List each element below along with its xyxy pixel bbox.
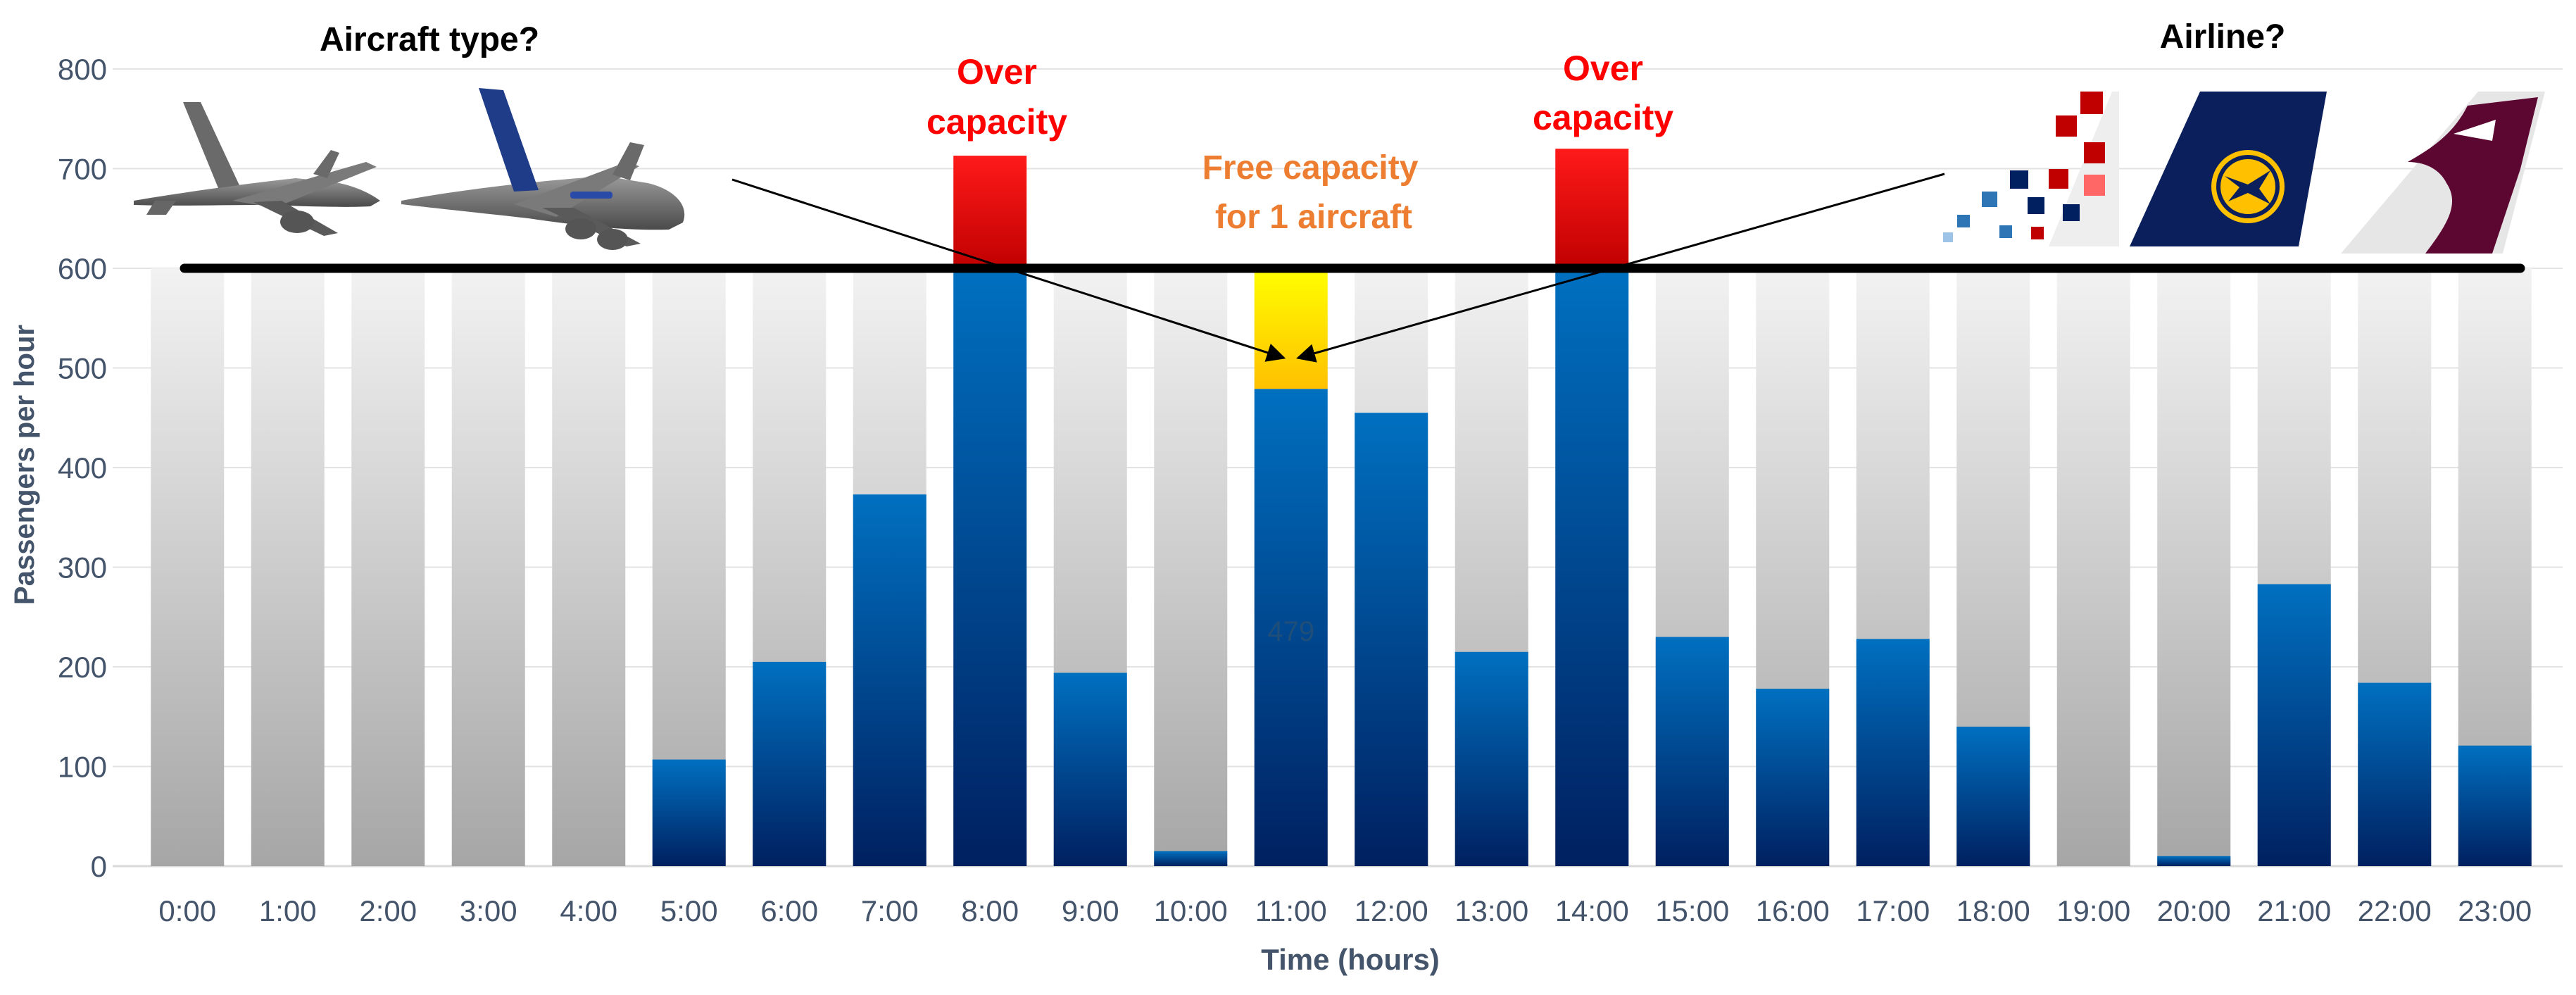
x-tick-label: 5:00	[660, 894, 718, 927]
free-capacity-label-line2: for 1 aircraft	[1215, 199, 1412, 236]
x-tick-label: 4:00	[560, 894, 617, 927]
airline-label: Airline?	[2160, 18, 2286, 56]
bar-5-00	[652, 759, 726, 866]
bar-14-00	[1555, 268, 1629, 866]
data-label-11-00: 479	[1267, 616, 1314, 647]
bar-21-00	[2257, 584, 2331, 866]
over-capacity-label-14-line1: Over	[1563, 49, 1643, 88]
croatia-airlines-tail-icon	[1943, 92, 2119, 246]
bar-9-00	[1053, 672, 1127, 866]
capacity-background-bar	[2157, 268, 2231, 866]
capacity-background-bar	[2056, 268, 2130, 866]
bar-16-00	[1756, 689, 1830, 866]
bar-20-00	[2157, 856, 2231, 866]
over-capacity-label-14-line2: capacity	[1533, 98, 1673, 137]
y-tick-label: 400	[58, 451, 107, 484]
y-tick-label: 800	[58, 53, 107, 86]
y-tick-label: 600	[58, 252, 107, 285]
x-tick-label: 8:00	[961, 894, 1019, 927]
x-tick-label: 13:00	[1455, 894, 1528, 927]
x-tick-label: 0:00	[158, 894, 216, 927]
x-axis-title: Time (hours)	[1261, 943, 1440, 976]
x-tick-label: 11:00	[1255, 894, 1327, 927]
x-tick-label: 2:00	[359, 894, 417, 927]
bar-6-00	[753, 661, 827, 866]
x-tick-label: 22:00	[2358, 894, 2432, 927]
x-tick-label: 6:00	[760, 894, 818, 927]
y-tick-label: 300	[58, 551, 107, 584]
capacity-background-bar	[1154, 268, 1228, 866]
over-capacity-bar-14	[1555, 149, 1629, 268]
x-tick-label: 3:00	[460, 894, 517, 927]
twin-jet-aircraft-icon	[134, 102, 380, 236]
bar-18-00	[1956, 726, 2030, 866]
bar-12-00	[1355, 413, 1428, 866]
y-tick-label: 0	[91, 850, 107, 883]
bar-10-00	[1154, 851, 1228, 866]
x-tick-label: 19:00	[2056, 894, 2130, 927]
y-tick-label: 700	[58, 153, 107, 186]
bar-22-00	[2358, 682, 2432, 866]
capacity-background-bar	[151, 268, 225, 866]
x-tick-label: 12:00	[1355, 894, 1428, 927]
capacity-background-bar	[251, 268, 325, 866]
bar-15-00	[1655, 637, 1729, 866]
lufthansa-tail-icon	[2130, 92, 2327, 246]
y-tick-label: 100	[58, 751, 107, 784]
over-capacity-label-8-line2: capacity	[926, 102, 1067, 142]
x-tick-label: 14:00	[1555, 894, 1629, 927]
bar-8-00	[953, 268, 1027, 866]
airbus-a380-aircraft-icon	[401, 88, 685, 250]
x-tick-label: 7:00	[861, 894, 919, 927]
bar-13-00	[1455, 651, 1528, 866]
x-tick-label: 20:00	[2157, 894, 2231, 927]
x-tick-label: 15:00	[1655, 894, 1729, 927]
x-tick-label: 16:00	[1756, 894, 1830, 927]
airline-arrow	[1296, 173, 1945, 363]
over-capacity-label-8-line1: Over	[957, 52, 1037, 92]
aircraft-arrow	[731, 178, 1286, 362]
x-tick-label: 17:00	[1856, 894, 1930, 927]
free-capacity-label-line1: Free capacity	[1202, 149, 1419, 187]
aircraft-type-label: Aircraft type?	[320, 21, 539, 58]
y-tick-label: 500	[58, 352, 107, 385]
x-tick-label: 10:00	[1154, 894, 1228, 927]
x-tick-label: 21:00	[2257, 894, 2331, 927]
free-capacity-bar-11	[1254, 268, 1328, 389]
capacity-background-bar	[351, 268, 425, 866]
x-tick-label: 1:00	[259, 894, 317, 927]
bar-17-00	[1856, 639, 1930, 866]
qatar-airways-tail-icon	[2341, 92, 2545, 254]
x-tick-label: 9:00	[1062, 894, 1119, 927]
y-axis-title: Passengers per hour	[9, 325, 40, 605]
x-tick-label: 23:00	[2458, 894, 2532, 927]
capacity-background-bar	[451, 268, 525, 866]
over-capacity-bar-8	[953, 156, 1027, 268]
y-tick-label: 200	[58, 651, 107, 684]
bar-11-00	[1254, 389, 1328, 866]
bar-7-00	[853, 494, 926, 866]
bar-23-00	[2458, 745, 2532, 866]
x-tick-label: 18:00	[1956, 894, 2030, 927]
capacity-background-bar	[552, 268, 626, 866]
